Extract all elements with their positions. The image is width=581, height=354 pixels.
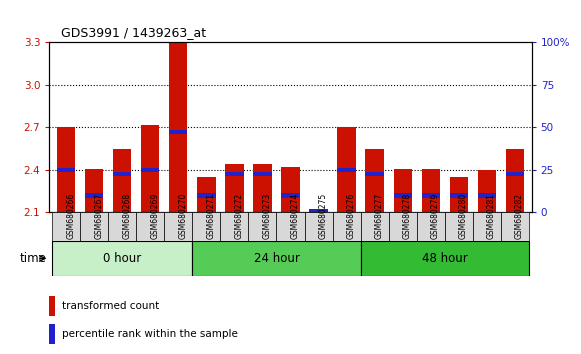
Bar	[422, 169, 440, 212]
Bar	[361, 241, 529, 276]
Text: GSM680269: GSM680269	[150, 193, 159, 239]
Text: GSM680281: GSM680281	[487, 193, 496, 239]
Bar	[332, 212, 361, 276]
Bar	[137, 212, 164, 276]
Bar	[505, 149, 524, 212]
Text: GSM680268: GSM680268	[122, 193, 131, 239]
Bar	[501, 212, 529, 276]
Bar	[85, 169, 103, 212]
Bar	[249, 212, 277, 276]
Bar	[389, 212, 417, 276]
Text: GSM680267: GSM680267	[94, 193, 103, 239]
Bar	[338, 127, 356, 212]
Bar	[198, 193, 216, 198]
Bar	[49, 296, 55, 316]
Bar	[393, 169, 412, 212]
Bar	[220, 212, 249, 276]
Text: percentile rank within the sample: percentile rank within the sample	[62, 330, 238, 339]
Bar	[52, 241, 192, 276]
Text: GSM680277: GSM680277	[375, 193, 383, 239]
Text: GSM680275: GSM680275	[318, 193, 328, 239]
Bar	[198, 177, 216, 212]
Bar	[505, 172, 524, 176]
Text: 0 hour: 0 hour	[103, 252, 141, 265]
Bar	[141, 125, 159, 212]
Bar	[49, 324, 55, 344]
Text: transformed count: transformed count	[62, 301, 160, 311]
Bar	[281, 193, 300, 198]
Bar	[422, 193, 440, 198]
Bar	[478, 193, 496, 198]
Bar	[225, 164, 243, 212]
Bar	[417, 212, 444, 276]
Bar	[169, 42, 188, 212]
Bar	[57, 127, 76, 212]
Text: GSM680271: GSM680271	[206, 193, 216, 239]
Text: GSM680273: GSM680273	[263, 193, 271, 239]
Text: GSM680279: GSM680279	[431, 193, 440, 239]
Bar	[393, 193, 412, 198]
Bar	[473, 212, 501, 276]
Bar	[444, 212, 473, 276]
Bar	[57, 168, 76, 172]
Bar	[478, 170, 496, 212]
Bar	[365, 149, 383, 212]
Bar	[310, 209, 328, 213]
Bar	[52, 212, 80, 276]
Text: time: time	[20, 252, 46, 265]
Bar	[225, 172, 243, 176]
Bar	[164, 212, 192, 276]
Bar	[365, 172, 383, 176]
Text: GSM680274: GSM680274	[290, 193, 299, 239]
Bar	[192, 241, 361, 276]
Text: GSM680282: GSM680282	[515, 193, 524, 239]
Bar	[310, 211, 328, 212]
Bar	[338, 168, 356, 172]
Bar	[450, 193, 468, 198]
Text: 48 hour: 48 hour	[422, 252, 468, 265]
Text: GSM680278: GSM680278	[403, 193, 412, 239]
Bar	[450, 177, 468, 212]
Bar	[304, 212, 332, 276]
Bar	[361, 212, 389, 276]
Bar	[253, 164, 271, 212]
Text: GSM680280: GSM680280	[459, 193, 468, 239]
Bar	[113, 172, 131, 176]
Text: 24 hour: 24 hour	[253, 252, 299, 265]
Bar	[80, 212, 108, 276]
Bar	[113, 149, 131, 212]
Bar	[141, 168, 159, 172]
Bar	[253, 172, 271, 176]
Text: GSM680270: GSM680270	[178, 193, 187, 239]
Text: GSM680276: GSM680276	[347, 193, 356, 239]
Text: GSM680272: GSM680272	[234, 193, 243, 239]
Bar	[192, 212, 220, 276]
Text: GDS3991 / 1439263_at: GDS3991 / 1439263_at	[61, 26, 206, 39]
Bar	[277, 212, 304, 276]
Bar	[108, 212, 137, 276]
Text: GSM680266: GSM680266	[66, 193, 75, 239]
Bar	[85, 193, 103, 198]
Bar	[281, 167, 300, 212]
Bar	[169, 130, 188, 134]
